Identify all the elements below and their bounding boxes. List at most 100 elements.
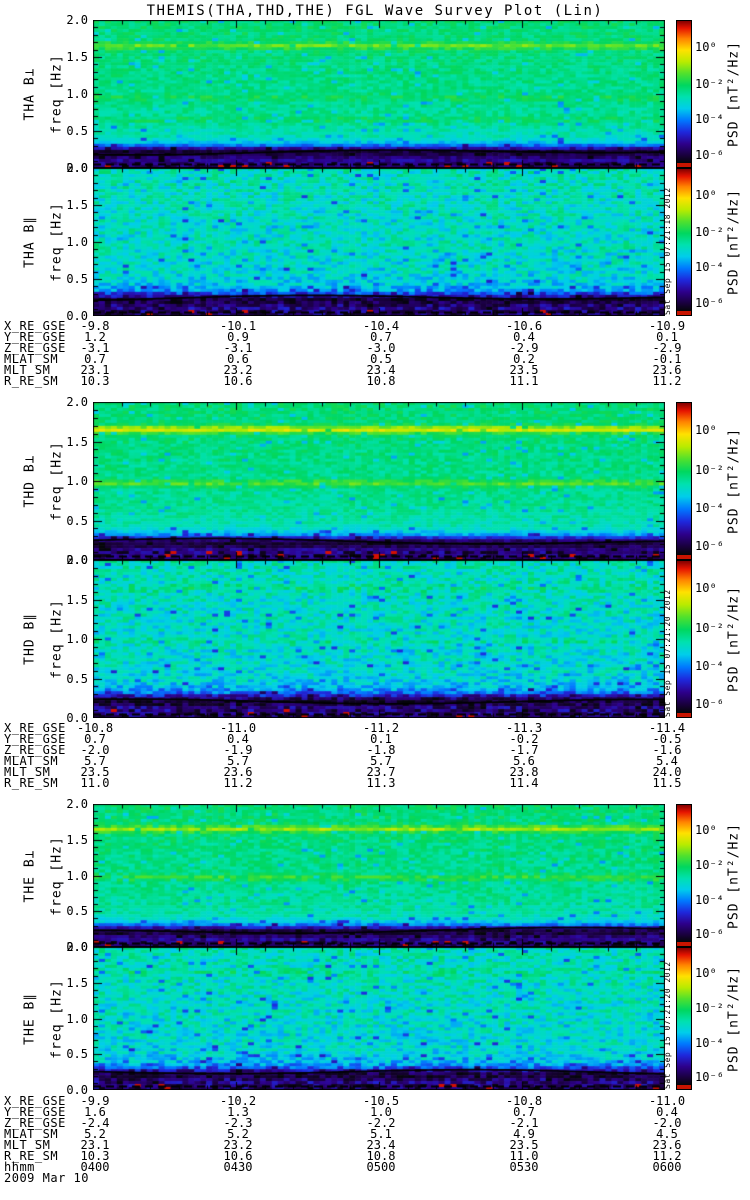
y-tick-label: 0.0: [66, 940, 88, 954]
ephemeris-value: 10.3: [80, 374, 110, 388]
ylabel-tha-bperp: THA B⊥: [22, 67, 38, 121]
ephemeris-value: -0.1: [652, 352, 682, 366]
y-tick-label: 0.5: [66, 1047, 88, 1062]
ephemeris-value: -2.0: [80, 743, 110, 757]
ephemeris-value: 0.2: [513, 352, 535, 366]
ephemeris-value: 0.1: [656, 330, 678, 344]
ephemeris-value: -10.5: [362, 1094, 400, 1108]
ephemeris-value: 5.1: [370, 1127, 392, 1141]
ephemeris-value: 11.1: [509, 374, 539, 388]
colorbar-tick-label: 10⁰: [695, 187, 717, 202]
y-tick-label: 0.0: [66, 553, 88, 567]
ephemeris-value: -2.9: [652, 341, 682, 355]
ephemeris-value: -11.2: [362, 721, 400, 735]
ephemeris-value: 5.7: [84, 754, 106, 768]
ephemeris-value: 0.9: [227, 330, 249, 344]
ephemeris-value: 23.6: [223, 765, 253, 779]
ephemeris-value: -2.9: [509, 341, 539, 355]
y-tick-label: 0.5: [66, 904, 88, 919]
y-tick-label: 2.0: [66, 13, 88, 27]
plot-timestamp: Sat Sep 15 07:21:20 2012: [663, 589, 672, 717]
ephemeris-value: 5.4: [656, 754, 678, 768]
y-tick-label: 2.0: [66, 553, 88, 567]
y-tick-label: 1.5: [66, 434, 88, 449]
colorbar-tick-label: 10⁻⁴: [695, 658, 724, 673]
ephemeris-value: 5.2: [227, 1127, 249, 1141]
colorbar-tick-label: 10⁻⁶: [695, 147, 724, 162]
colorbar-tick-label: 10⁰: [695, 39, 717, 54]
colorbar-tick-label: 10⁻⁴: [695, 260, 724, 275]
ephemeris-value: -1.6: [652, 743, 682, 757]
ephemeris-value: 11.2: [652, 1149, 682, 1163]
ephemeris-value: -3.1: [80, 341, 110, 355]
ephemeris-value: -10.2: [219, 1094, 257, 1108]
ephemeris-value: 0400: [80, 1160, 110, 1174]
ephemeris-value: -0.2: [509, 732, 539, 746]
colorbar-tick-label: 10⁻⁶: [695, 538, 724, 553]
ephemeris-value: -3.0: [366, 341, 396, 355]
ephemeris-value: 0430: [223, 1160, 253, 1174]
ephemeris-value: 5.6: [513, 754, 535, 768]
ephemeris-value: 0.7: [513, 1105, 535, 1119]
ylabel-thd-bpar: THD B∥: [22, 613, 38, 665]
colorbar-tick-label: 10⁰: [695, 822, 717, 837]
colorbar: [676, 560, 692, 718]
spectrogram-thd-bperp: [93, 402, 665, 560]
ephemeris-row-label: MLT_SM: [4, 363, 51, 377]
ephemeris-value: 5.7: [227, 754, 249, 768]
y-tick-label: 0.5: [66, 272, 88, 286]
colorbar-tick-label: 10⁻²: [695, 462, 724, 477]
plot-timestamp: Sat Sep 15 07:21:20 2012: [663, 961, 672, 1089]
ephemeris-value: 0500: [366, 1160, 396, 1174]
colorbar: [676, 20, 692, 168]
colorbar-tick-label: 10⁻⁴: [695, 1035, 724, 1050]
ephemeris-value: 24.0: [652, 765, 682, 779]
ephemeris-value: 11.5: [652, 776, 682, 790]
ephemeris-row-label: Z_RE_GSE: [4, 341, 66, 355]
colorbar-tick-label: 10⁻⁶: [695, 696, 724, 711]
colorbar-tick-label: 10⁻²: [695, 224, 724, 239]
page-title: THEMIS(THA,THD,THE) FGL Wave Survey Plot…: [146, 3, 604, 19]
ephemeris-value: 11.3: [366, 776, 396, 790]
colorbar: [676, 168, 692, 316]
ylabel-the-bperp: THE B⊥: [22, 849, 38, 902]
ephemeris-value: 11.4: [509, 776, 539, 790]
ephemeris-row-label: R_RE_SM: [4, 776, 59, 790]
colorbar-axis-label: PSD [nT²/Hz]: [726, 428, 742, 534]
y-tick-label: 1.5: [66, 50, 88, 64]
colorbar-tick-label: 10⁻²: [695, 858, 724, 873]
colorbar-underflow-strip: [677, 555, 691, 559]
colorbar-tick-label: 10⁻⁴: [695, 500, 724, 515]
ephemeris-value: 23.5: [509, 363, 539, 377]
ylabel-the-bpar: THE B∥: [22, 992, 38, 1045]
colorbar-tick-label: 10⁻²: [695, 620, 724, 635]
ephemeris-row-label: MLT_SM: [4, 765, 51, 779]
ephemeris-value: 0.7: [84, 352, 106, 366]
ephemeris-value: 5.2: [84, 1127, 106, 1141]
colorbar-axis-label: PSD [nT²/Hz]: [726, 586, 742, 692]
colorbar-underflow-strip: [677, 1085, 691, 1089]
y-tick-label: 1.0: [66, 868, 88, 883]
y-tick-label: 0.5: [66, 513, 88, 528]
ephemeris-value: -11.0: [219, 721, 257, 735]
ephemeris-value: -10.6: [505, 319, 543, 333]
colorbar: [676, 402, 692, 560]
ephemeris-value: 1.6: [84, 1105, 106, 1119]
ephemeris-value: 0.4: [513, 330, 535, 344]
y-tick-label: 0.0: [66, 711, 88, 725]
ephemeris-value: -2.2: [366, 1116, 396, 1130]
ephemeris-value: 1.2: [84, 330, 106, 344]
ylabel-tha-bpar: THA B∥: [22, 216, 38, 268]
ephemeris-value: 10.3: [80, 1149, 110, 1163]
ephemeris-row-label: R_RE_SM: [4, 1149, 59, 1163]
ephemeris-row-label: hhmm: [4, 1160, 35, 1174]
date-label: 2009 Mar 10: [4, 1171, 89, 1185]
y-tick-label: 0.0: [66, 1083, 88, 1097]
ephemeris-value: 10.8: [366, 1149, 396, 1163]
y-tick-label: 1.0: [66, 632, 88, 646]
ephemeris-value: -9.9: [80, 1094, 110, 1108]
ephemeris-value: 0.7: [370, 330, 392, 344]
colorbar-tick-label: 10⁻⁶: [695, 1070, 724, 1085]
y-tick-label: 2.0: [66, 161, 88, 175]
ephemeris-value: -2.3: [223, 1116, 253, 1130]
